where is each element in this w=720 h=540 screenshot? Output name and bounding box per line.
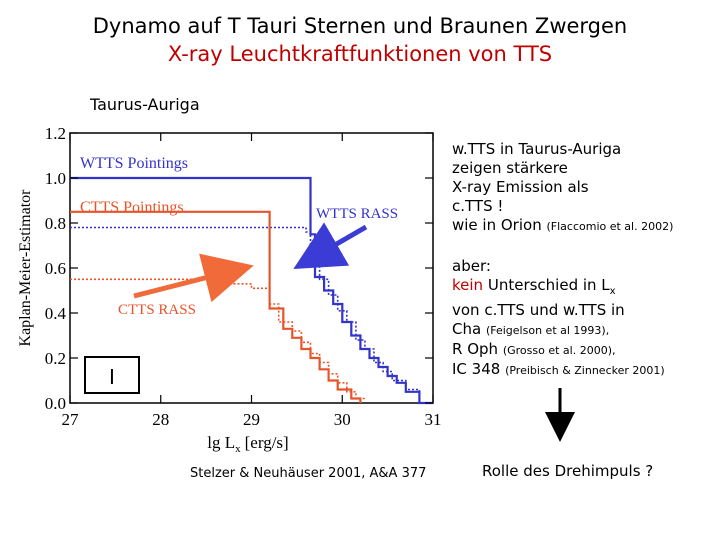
source-citation: Stelzer & Neuhäuser 2001, A&A 377 bbox=[190, 466, 427, 481]
bullet-line: wie in Orion (Flaccomio et al. 2002) bbox=[452, 216, 673, 236]
citation: (Feigelson et al 1993), bbox=[485, 324, 610, 337]
page-title: Dynamo auf T Tauri Sternen und Braunen Z… bbox=[92, 14, 628, 38]
ctts-rass-arrow bbox=[133, 253, 254, 303]
bullet-main: Unterschied in L bbox=[487, 276, 610, 294]
annotation-ctts-rass: CTTS RASS bbox=[118, 302, 196, 318]
bullet-line: X-ray Emission als bbox=[452, 178, 589, 196]
y-tick-label: 0.0 bbox=[45, 394, 66, 413]
y-axis-label: Kaplan-Meier-Estimator bbox=[17, 189, 34, 347]
y-tick-label: 0.8 bbox=[45, 214, 66, 233]
citation: (Grosso et al. 2000), bbox=[502, 344, 616, 357]
bullet-line: Cha (Feigelson et al 1993), bbox=[452, 320, 673, 340]
x-axis-label-sub: x bbox=[235, 443, 241, 455]
conclusion-text: Rolle des Drehimpuls ? bbox=[482, 462, 654, 480]
x-tick-label: 30 bbox=[334, 410, 351, 429]
annotation-layer: WTTS Pointings CTTS Pointings WTTS RASS CTT… bbox=[80, 155, 398, 318]
citation: (Flaccomio et al. 2002) bbox=[546, 220, 674, 233]
bullet-line: zeigen stärkere bbox=[452, 159, 568, 177]
x-tick-label: 28 bbox=[152, 410, 169, 429]
x-tick-label: 29 bbox=[243, 410, 260, 429]
series-wtts-pointings bbox=[70, 176, 433, 405]
x-tick-label: 31 bbox=[425, 410, 442, 429]
bullet-block-1: w.TTS in Taurus-Auriga zeigen stärkere X… bbox=[452, 140, 673, 236]
bullet-line: c.TTS ! bbox=[452, 197, 504, 215]
bullet-line: R Oph (Grosso et al. 2000), bbox=[452, 340, 673, 360]
x-axis-label-main: lg L bbox=[207, 433, 235, 452]
bullet-line: w.TTS in Taurus-Auriga bbox=[452, 140, 622, 158]
bullet-main: wie in Orion bbox=[452, 216, 542, 234]
y-tick-label: 0.4 bbox=[45, 304, 67, 323]
annotation-wtts-pointings: WTTS Pointings bbox=[80, 155, 188, 172]
citation: (Preibisch & Zinnecker 2001) bbox=[505, 364, 665, 377]
panel-label-box: I bbox=[84, 356, 140, 394]
x-axis-label-unit: [erg/s] bbox=[245, 433, 289, 452]
emphasis-word: kein bbox=[452, 276, 484, 294]
x-tick-label: 27 bbox=[62, 410, 80, 429]
region-label: Taurus-Auriga bbox=[90, 95, 200, 114]
bullet-main: R Oph bbox=[452, 340, 499, 358]
bullet-line: aber: bbox=[452, 257, 491, 275]
bullet-line: IC 348 (Preibisch & Zinnecker 2001) bbox=[452, 360, 673, 380]
bullet-text: w.TTS in Taurus-Auriga zeigen stärkere X… bbox=[452, 140, 673, 401]
bullet-main: Cha bbox=[452, 320, 482, 338]
page-subtitle: X-ray Leuchtkraftfunktionen von TTS bbox=[167, 42, 553, 66]
series-ctts-rass bbox=[70, 278, 365, 400]
bullet-line: von c.TTS und w.TTS in bbox=[452, 301, 625, 319]
y-tick-label: 0.2 bbox=[45, 349, 66, 368]
wtts-rass-arrow bbox=[293, 222, 368, 270]
y-tick-label: 0.6 bbox=[45, 259, 66, 278]
annotation-wtts-rass: WTTS RASS bbox=[316, 206, 398, 222]
bullet-line: kein Unterschied in Lx bbox=[452, 276, 673, 301]
y-tick-label: 1.0 bbox=[45, 169, 66, 188]
subscript: x bbox=[609, 286, 616, 297]
y-tick-label: 1.2 bbox=[45, 124, 66, 143]
annotation-ctts-pointings: CTTS Pointings bbox=[80, 199, 184, 216]
tick-layer: 27 28 29 30 31 0.0 0.2 0.4 0.6 0.8 1.0 1.2 bbox=[45, 124, 442, 429]
series-ctts-pointings bbox=[70, 210, 362, 403]
bullet-main: IC 348 bbox=[452, 360, 501, 378]
x-axis-label: lg Lx [erg/s] bbox=[207, 433, 288, 455]
bullet-block-2: aber: kein Unterschied in Lx von c.TTS u… bbox=[452, 257, 673, 380]
